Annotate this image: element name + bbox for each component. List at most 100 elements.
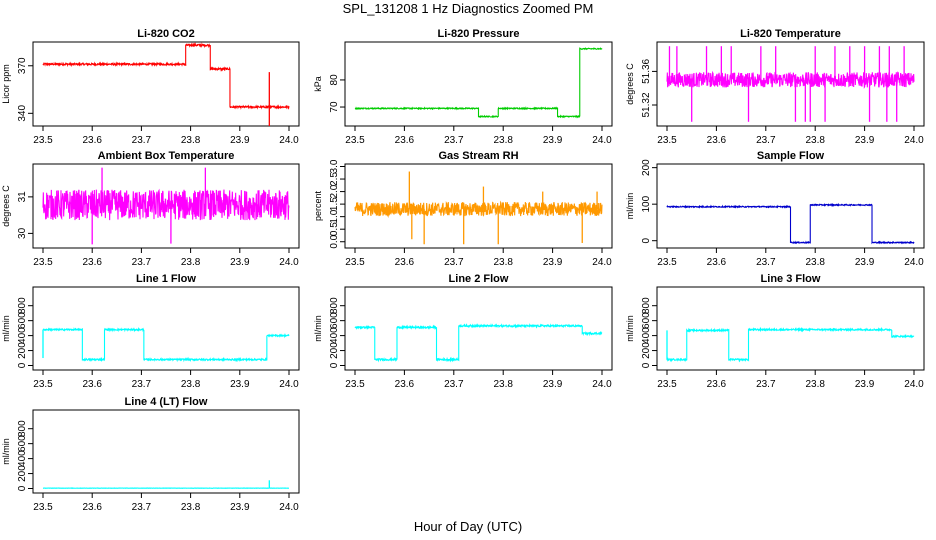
y-tick-label: 400 <box>17 327 28 344</box>
y-tick-label: 70 <box>329 101 340 113</box>
panel-1: Li-820 CO2 23.5 23.6 23.7 23.8 23.9 24.0 340 370… <box>1 28 300 146</box>
plot-frame <box>656 163 925 249</box>
series-line-1 <box>354 322 603 363</box>
x-tick-label: 23.6 <box>395 257 415 268</box>
panel-title: Gas Stream RH <box>438 150 518 162</box>
x-tick-label: 23.8 <box>181 135 201 146</box>
x-tick-label: 23.8 <box>181 257 201 268</box>
x-tick-label: 23.9 <box>230 379 250 390</box>
y-tick-label: 800 <box>329 297 340 314</box>
x-tick-label: 24.0 <box>279 135 299 146</box>
y-tick-label: 1.5 <box>329 197 340 211</box>
y-tick-label: 51.32 <box>641 92 652 117</box>
series-line-1 <box>666 326 915 363</box>
y-tick-label: 3.0 <box>329 159 340 173</box>
panel-grid: Li-820 CO2 23.5 23.6 23.7 23.8 23.9 24.0 340 370… <box>1 28 925 513</box>
y-tick-label: 800 <box>17 420 28 437</box>
y-tick-label: 600 <box>641 312 652 329</box>
x-tick-label: 23.6 <box>82 135 102 146</box>
y-axis-label: percent <box>313 190 323 221</box>
y-tick-label: 51.36 <box>641 58 652 83</box>
x-tick-label: 24.0 <box>904 379 924 390</box>
x-tick-label: 23.9 <box>230 502 250 513</box>
y-tick-label: 0 <box>17 362 28 368</box>
x-tick-label: 23.5 <box>657 379 677 390</box>
x-tick-label: 23.9 <box>855 257 875 268</box>
y-tick-label: 600 <box>17 312 28 329</box>
y-tick-label: 80 <box>329 74 340 86</box>
x-tick-label: 23.9 <box>230 135 250 146</box>
x-tick-label: 23.9 <box>543 379 563 390</box>
panel-title: Line 2 Flow <box>449 273 509 285</box>
x-tick-label: 23.5 <box>33 379 53 390</box>
panel-title: Ambient Box Temperature <box>98 150 235 162</box>
y-tick-label: 370 <box>17 57 28 74</box>
y-tick-label: 600 <box>17 435 28 452</box>
plot-frame <box>656 41 925 127</box>
x-tick-label: 23.7 <box>132 379 152 390</box>
y-tick-label: 200 <box>17 342 28 359</box>
y-tick-label: 0 <box>641 237 652 243</box>
y-tick-label: 2.5 <box>329 172 340 186</box>
panel-title: Li-820 Pressure <box>438 28 520 40</box>
y-tick-label: 200 <box>641 159 652 176</box>
x-tick-label: 23.8 <box>181 379 201 390</box>
x-tick-label: 23.6 <box>707 379 727 390</box>
x-tick-label: 23.7 <box>756 135 776 146</box>
x-tick-label: 24.0 <box>592 257 612 268</box>
y-tick-label: 0 <box>17 485 28 491</box>
y-axis-label: ml/min <box>313 315 323 342</box>
y-tick-label: 200 <box>17 465 28 482</box>
y-tick-label: 100 <box>641 195 652 212</box>
series-line-1 <box>354 46 603 119</box>
x-tick-label: 23.6 <box>82 379 102 390</box>
x-tick-label: 23.8 <box>493 379 513 390</box>
panel-2: Li-820 Pressure 23.5 23.6 23.7 23.8 23.9 24.0 7… <box>313 28 613 146</box>
panel-title: Line 4 (LT) Flow <box>125 396 208 408</box>
x-tick-label: 23.8 <box>493 135 513 146</box>
y-axis-label: ml/min <box>1 438 11 465</box>
panel-6: Sample Flow 23.5 23.6 23.7 23.8 23.9 24.0 0 100 2… <box>625 150 925 268</box>
y-tick-label: 2.0 <box>329 184 340 198</box>
x-tick-label: 23.9 <box>543 135 563 146</box>
panel-title: Li-820 CO2 <box>137 28 194 40</box>
x-tick-label: 23.6 <box>82 257 102 268</box>
x-tick-label: 23.5 <box>33 502 53 513</box>
y-tick-label: 0 <box>641 362 652 368</box>
x-tick-label: 23.5 <box>657 257 677 268</box>
x-tick-label: 23.6 <box>82 502 102 513</box>
x-tick-label: 23.5 <box>33 257 53 268</box>
plot-frame <box>344 163 613 249</box>
x-tick-label: 23.9 <box>543 257 563 268</box>
x-tick-label: 24.0 <box>904 135 924 146</box>
plot-frame <box>32 41 300 127</box>
panel-title: Line 1 Flow <box>136 273 196 285</box>
x-axis-label: Hour of Day (UTC) <box>414 519 522 534</box>
plot-frame <box>32 163 300 249</box>
y-tick-label: 400 <box>17 450 28 467</box>
x-tick-label: 23.7 <box>444 135 464 146</box>
x-tick-label: 23.7 <box>132 135 152 146</box>
x-tick-label: 24.0 <box>279 502 299 513</box>
y-axis-label: kPa <box>313 76 323 92</box>
y-tick-label: 0.0 <box>329 234 340 248</box>
y-axis-label: degrees C <box>625 63 635 105</box>
y-tick-label: 400 <box>329 327 340 344</box>
x-tick-label: 23.8 <box>805 135 825 146</box>
y-axis-label: ml/min <box>625 315 635 342</box>
y-tick-label: 200 <box>329 342 340 359</box>
series-line-1 <box>354 200 603 218</box>
y-axis-label: degrees C <box>1 185 11 227</box>
panel-9: Line 3 Flow 23.5 23.6 23.7 23.8 23.9 24.0 0 2004… <box>625 273 925 390</box>
x-tick-label: 23.6 <box>707 135 727 146</box>
y-axis-label: ml/min <box>625 193 635 220</box>
x-tick-label: 23.7 <box>132 257 152 268</box>
y-tick-label: 340 <box>17 105 28 122</box>
plot-frame <box>32 286 300 371</box>
x-tick-label: 24.0 <box>904 257 924 268</box>
y-tick-label: 1.0 <box>329 209 340 223</box>
x-tick-label: 23.8 <box>181 502 201 513</box>
x-tick-label: 23.7 <box>756 379 776 390</box>
x-tick-label: 23.7 <box>444 379 464 390</box>
